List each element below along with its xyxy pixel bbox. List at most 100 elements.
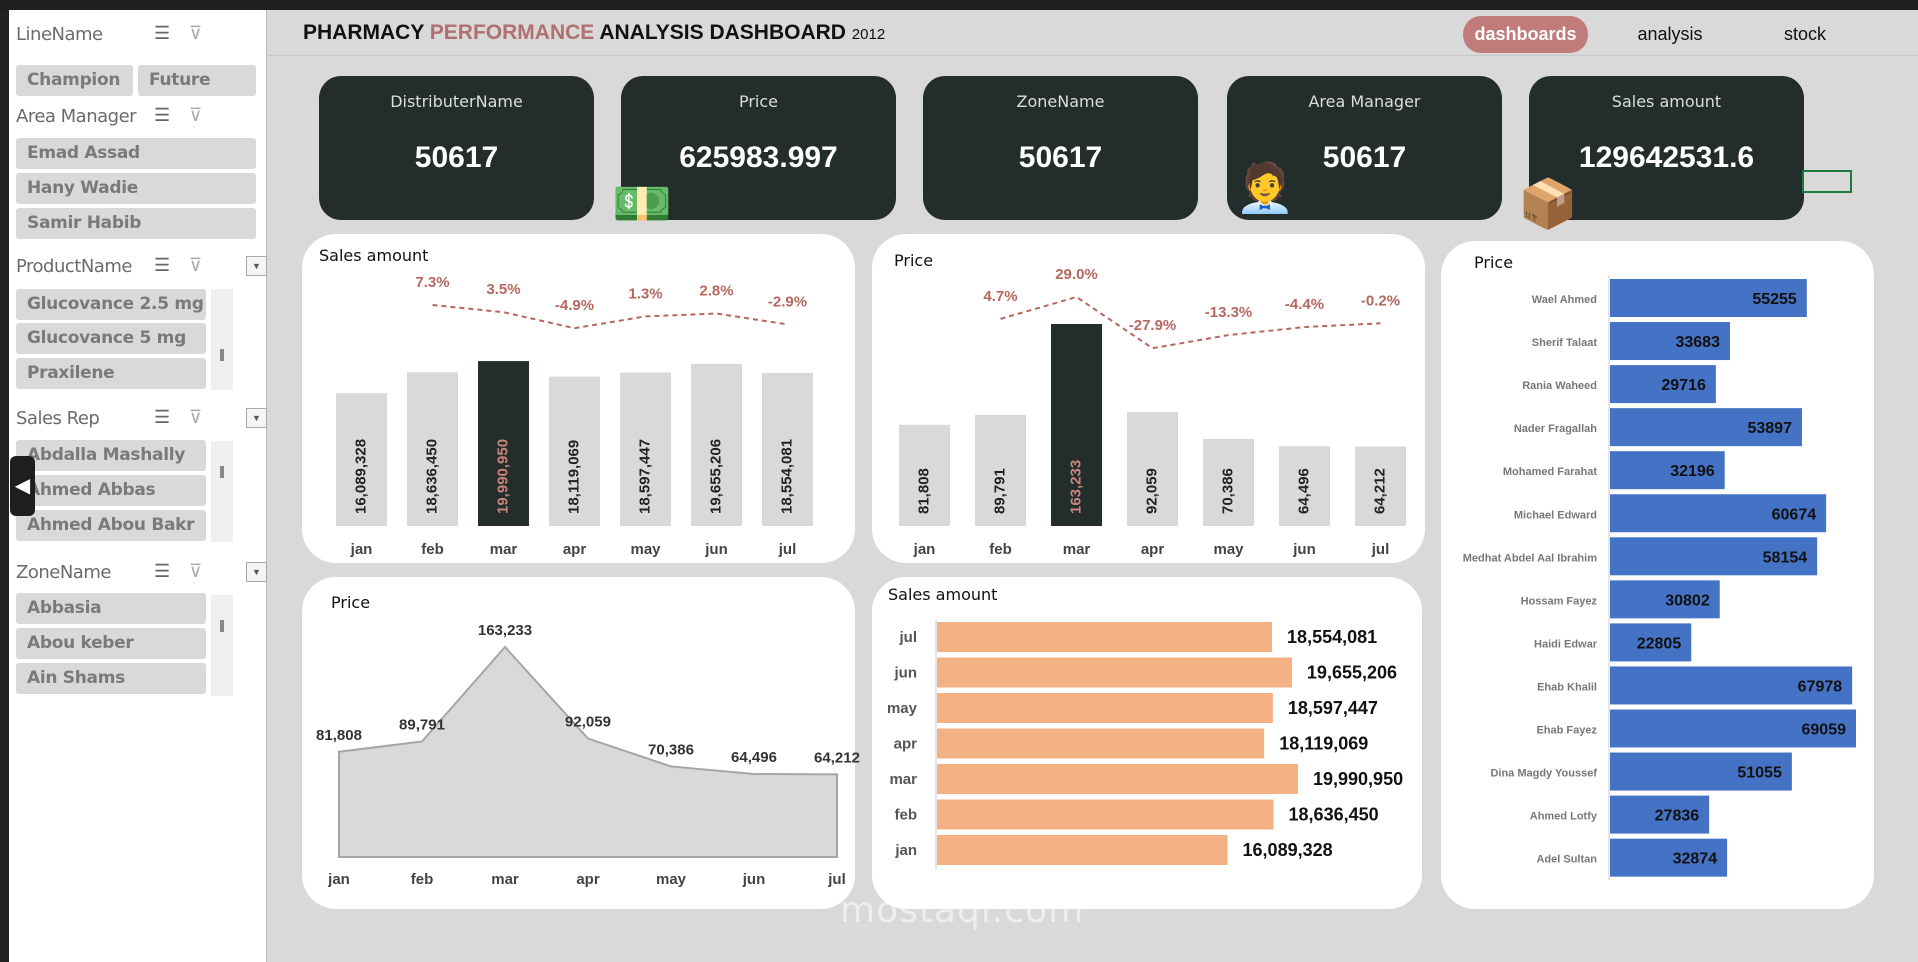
bar-value-label: 51055 (1737, 765, 1782, 782)
slicer-item[interactable]: Praxilene (16, 358, 206, 389)
bar-value-label: 89,791 (991, 468, 1008, 514)
x-tick-label: jan (350, 541, 373, 558)
slicer-item[interactable]: Samir Habib (16, 208, 256, 239)
bar (691, 363, 742, 526)
growth-line (1000, 295, 1381, 350)
slicer-item[interactable]: Ahmed Abbas (16, 475, 206, 506)
x-tick-label: mar (1063, 541, 1091, 558)
point-value-label: 64,496 (731, 749, 777, 766)
selected-cell[interactable] (1802, 170, 1852, 193)
slicer-item[interactable]: Glucovance 2.5 mg (16, 289, 206, 320)
bar-value-label: 70,386 (1219, 468, 1236, 514)
slicer-item[interactable]: Champion (16, 65, 133, 96)
triangle-left-icon: ◀ (14, 475, 31, 497)
multi-select-icon[interactable]: ☰ (154, 23, 171, 43)
bar (975, 414, 1026, 526)
chart-title: Sales amount (319, 246, 429, 265)
slicer-item[interactable]: Abou keber (16, 628, 206, 659)
clear-filter-icon[interactable]: ⊽ (189, 561, 203, 581)
bar-value-label: 29716 (1661, 377, 1706, 394)
manager-icon: 🧑‍💼 (1235, 162, 1295, 215)
title-text-2: ANALYSIS DASHBOARD (594, 21, 852, 44)
slicer-title: Sales Rep (16, 408, 100, 429)
nav-dashboards[interactable]: dashboards (1463, 16, 1588, 53)
slicer-panel: LineName ☰ ⊽ Champion Future Area Manager ☰ ⊽ Em… (9, 10, 267, 962)
point-value-label: 89,791 (399, 716, 445, 733)
bar-value-label: 18,597,447 (1288, 698, 1378, 718)
x-tick-label: feb (421, 541, 444, 558)
kpi-card: Price 625983.997 (621, 76, 896, 220)
x-tick-label: feb (989, 541, 1012, 558)
clear-filter-icon[interactable]: ⊽ (189, 255, 203, 275)
y-tick-label: Ahmed Lotfy (1530, 811, 1598, 823)
slicer-scrollbar[interactable] (211, 595, 233, 696)
clear-filter-icon[interactable]: ⊽ (189, 407, 203, 427)
scroll-thumb[interactable] (220, 349, 224, 361)
bar (899, 424, 950, 526)
slicer-title: ZoneName (16, 562, 111, 583)
x-tick-label: mar (491, 871, 519, 888)
slicer-item[interactable]: Abbasia (16, 593, 206, 624)
slicer-item[interactable]: Hany Wadie (16, 173, 256, 204)
scroll-thumb[interactable] (220, 466, 224, 478)
bar (1610, 580, 1720, 619)
slicer-scrollbar[interactable] (211, 441, 233, 542)
multi-select-icon[interactable]: ☰ (154, 105, 171, 125)
bar (1203, 438, 1254, 526)
bar (1279, 446, 1330, 526)
kpi-label: DistributerName (390, 92, 523, 111)
slicer-dropdown[interactable]: ▼ (246, 256, 267, 276)
slicer-item[interactable]: Future (138, 65, 256, 96)
multi-select-icon[interactable]: ☰ (154, 255, 171, 275)
bar (549, 376, 600, 526)
y-tick-label: mar (889, 771, 917, 788)
nav-stock[interactable]: stock (1783, 24, 1826, 44)
slicer-item[interactable]: Emad Assad (16, 138, 256, 169)
bar-value-label: 27836 (1655, 808, 1700, 825)
growth-label: 3.5% (486, 281, 520, 298)
collapse-panel-button[interactable]: ◀ (10, 456, 35, 516)
x-tick-label: jul (1371, 541, 1390, 558)
bar-value-label: 18,119,069 (1279, 734, 1368, 754)
y-tick-label: jan (894, 842, 917, 859)
multi-select-icon[interactable]: ☰ (154, 561, 171, 581)
y-tick-label: may (887, 700, 918, 717)
price-area (338, 645, 838, 858)
x-tick-label: jun (742, 871, 766, 888)
slicer-item[interactable]: Ahmed Abou Bakr (16, 510, 206, 541)
clear-filter-icon[interactable]: ⊽ (189, 23, 203, 43)
bar (937, 835, 1228, 865)
point-value-label: 92,059 (565, 714, 611, 731)
kpi-value: 50617 (1322, 141, 1407, 174)
bar (1610, 537, 1818, 576)
slicer-item[interactable]: Ain Shams (16, 663, 206, 694)
bar (1610, 709, 1856, 748)
multi-select-icon[interactable]: ☰ (154, 407, 171, 427)
bar (1127, 412, 1178, 526)
x-tick-label: jul (827, 871, 846, 888)
growth-label: -2.9% (768, 293, 807, 310)
title-text: PHARMACY (303, 21, 430, 44)
y-tick-label: Hossam Fayez (1521, 595, 1598, 607)
bar (1610, 365, 1716, 404)
kpi-value: 129642531.6 (1578, 141, 1755, 174)
scroll-thumb[interactable] (220, 620, 224, 632)
slicer-item[interactable]: Abdalla Mashally (16, 440, 206, 471)
x-tick-label: mar (490, 541, 518, 558)
bar (1610, 408, 1802, 447)
slicer-title: LineName (16, 24, 103, 45)
kpi-value: 50617 (414, 141, 499, 174)
y-tick-label: apr (894, 736, 918, 753)
bar (937, 728, 1265, 759)
slicer-item[interactable]: Glucovance 5 mg (16, 323, 206, 354)
nav-analysis[interactable]: analysis (1637, 24, 1703, 44)
slicer-dropdown[interactable]: ▼ (246, 408, 267, 428)
bar-value-label: 16,089,328 (1243, 840, 1333, 860)
clear-filter-icon[interactable]: ⊽ (189, 105, 203, 125)
slicer-scrollbar[interactable] (211, 289, 233, 390)
window-left-edge (0, 10, 9, 962)
y-tick-label: Ehab Khalil (1537, 681, 1597, 693)
slicer-dropdown[interactable]: ▼ (246, 562, 267, 582)
money-icon: 💵 (612, 178, 672, 231)
